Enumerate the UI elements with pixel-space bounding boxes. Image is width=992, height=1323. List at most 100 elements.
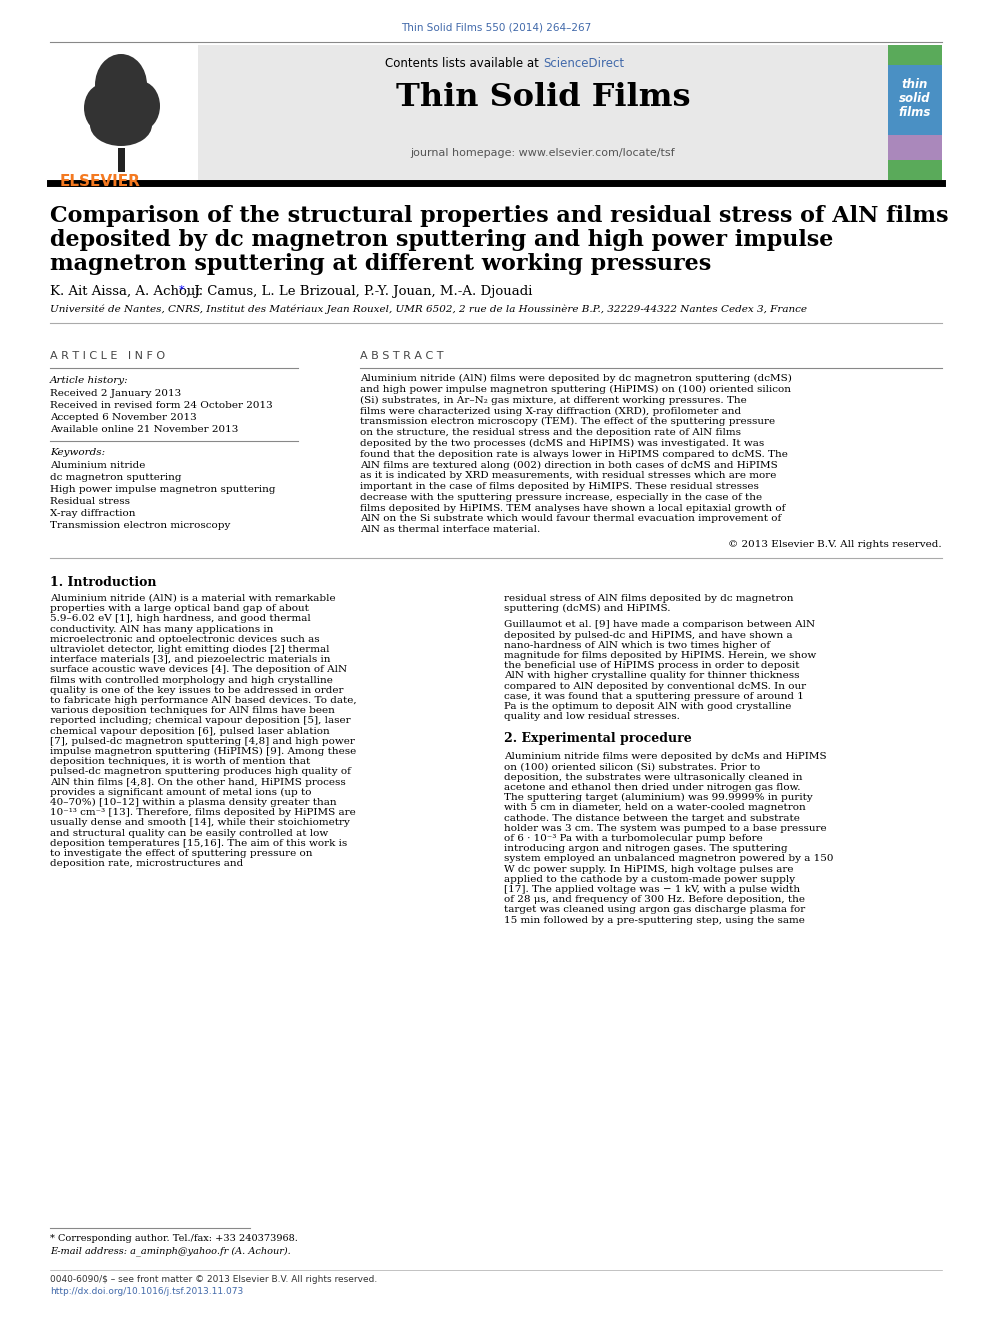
Text: Aluminium nitride (AlN) films were deposited by dc magnetron sputtering (dcMS): Aluminium nitride (AlN) films were depos…: [360, 374, 792, 384]
Text: various deposition techniques for AlN films have been: various deposition techniques for AlN fi…: [50, 706, 335, 716]
Text: cathode. The distance between the target and substrate: cathode. The distance between the target…: [504, 814, 800, 823]
Text: Residual stress: Residual stress: [50, 497, 130, 505]
Text: AlN on the Si substrate which would favour thermal evacuation improvement of: AlN on the Si substrate which would favo…: [360, 515, 782, 524]
Text: microelectronic and optoelectronic devices such as: microelectronic and optoelectronic devic…: [50, 635, 319, 644]
Text: Aluminium nitride (AlN) is a material with remarkable: Aluminium nitride (AlN) is a material wi…: [50, 594, 335, 603]
Text: the beneficial use of HiPIMS process in order to deposit: the beneficial use of HiPIMS process in …: [504, 662, 800, 671]
Text: and high power impulse magnetron sputtering (HiPIMS) on (100) oriented silicon: and high power impulse magnetron sputter…: [360, 385, 791, 394]
Text: to investigate the effect of sputtering pressure on: to investigate the effect of sputtering …: [50, 849, 312, 859]
Text: Received in revised form 24 October 2013: Received in revised form 24 October 2013: [50, 401, 273, 410]
Text: 15 min followed by a pre-sputtering step, using the same: 15 min followed by a pre-sputtering step…: [504, 916, 805, 925]
Text: A R T I C L E   I N F O: A R T I C L E I N F O: [50, 351, 165, 361]
Text: deposition rate, microstructures and: deposition rate, microstructures and: [50, 859, 243, 868]
Text: important in the case of films deposited by HiMIPS. These residual stresses: important in the case of films deposited…: [360, 482, 759, 491]
Text: deposition techniques, it is worth of mention that: deposition techniques, it is worth of me…: [50, 757, 310, 766]
Text: conductivity. AlN has many applications in: conductivity. AlN has many applications …: [50, 624, 274, 634]
Text: deposited by the two processes (dcMS and HiPIMS) was investigated. It was: deposited by the two processes (dcMS and…: [360, 439, 764, 448]
Text: X-ray diffraction: X-ray diffraction: [50, 509, 136, 519]
Text: chemical vapour deposition [6], pulsed laser ablation: chemical vapour deposition [6], pulsed l…: [50, 726, 329, 736]
Text: Article history:: Article history:: [50, 376, 129, 385]
Text: nano-hardness of AlN which is two times higher of: nano-hardness of AlN which is two times …: [504, 640, 770, 650]
Text: deposition, the substrates were ultrasonically cleaned in: deposition, the substrates were ultrason…: [504, 773, 803, 782]
Text: usually dense and smooth [14], while their stoichiometry: usually dense and smooth [14], while the…: [50, 819, 350, 827]
Text: and structural quality can be easily controlled at low: and structural quality can be easily con…: [50, 828, 328, 837]
Text: decrease with the sputtering pressure increase, especially in the case of the: decrease with the sputtering pressure in…: [360, 492, 762, 501]
Text: compared to AlN deposited by conventional dcMS. In our: compared to AlN deposited by conventiona…: [504, 681, 806, 691]
Text: AlN films are textured along (002) direction in both cases of dcMS and HiPIMS: AlN films are textured along (002) direc…: [360, 460, 778, 470]
Text: *: *: [180, 284, 185, 295]
Text: © 2013 Elsevier B.V. All rights reserved.: © 2013 Elsevier B.V. All rights reserved…: [728, 540, 942, 549]
Text: [7], pulsed-dc magnetron sputtering [4,8] and high power: [7], pulsed-dc magnetron sputtering [4,8…: [50, 737, 355, 746]
Ellipse shape: [95, 54, 147, 116]
Text: reported including; chemical vapour deposition [5], laser: reported including; chemical vapour depo…: [50, 716, 350, 725]
Text: AlN thin films [4,8]. On the other hand, HiPIMS process: AlN thin films [4,8]. On the other hand,…: [50, 778, 346, 787]
Text: magnetron sputtering at different working pressures: magnetron sputtering at different workin…: [50, 253, 711, 275]
Text: ScienceDirect: ScienceDirect: [543, 57, 624, 70]
Text: quality and low residual stresses.: quality and low residual stresses.: [504, 712, 680, 721]
Text: acetone and ethanol then dried under nitrogen gas flow.: acetone and ethanol then dried under nit…: [504, 783, 801, 792]
Text: 5.9–6.02 eV [1], high hardness, and good thermal: 5.9–6.02 eV [1], high hardness, and good…: [50, 614, 310, 623]
Text: Thin Solid Films: Thin Solid Films: [396, 82, 690, 112]
Text: , J. Camus, L. Le Brizoual, P.-Y. Jouan, M.-A. Djouadi: , J. Camus, L. Le Brizoual, P.-Y. Jouan,…: [186, 284, 533, 298]
Text: transmission electron microscopy (TEM). The effect of the sputtering pressure: transmission electron microscopy (TEM). …: [360, 417, 775, 426]
Text: surface acoustic wave devices [4]. The deposition of AlN: surface acoustic wave devices [4]. The d…: [50, 665, 347, 675]
Text: on the structure, the residual stress and the deposition rate of AlN films: on the structure, the residual stress an…: [360, 429, 741, 437]
Text: found that the deposition rate is always lower in HiPIMS compared to dcMS. The: found that the deposition rate is always…: [360, 450, 788, 459]
Text: magnitude for films deposited by HiPIMS. Herein, we show: magnitude for films deposited by HiPIMS.…: [504, 651, 816, 660]
Text: Transmission electron microscopy: Transmission electron microscopy: [50, 521, 230, 531]
Text: AlN with higher crystalline quality for thinner thickness: AlN with higher crystalline quality for …: [504, 671, 800, 680]
Bar: [118, 148, 125, 172]
Text: of 6 · 10⁻³ Pa with a turbomolecular pump before: of 6 · 10⁻³ Pa with a turbomolecular pum…: [504, 833, 763, 843]
Text: as it is indicated by XRD measurements, with residual stresses which are more: as it is indicated by XRD measurements, …: [360, 471, 777, 480]
Text: Guillaumot et al. [9] have made a comparison between AlN: Guillaumot et al. [9] have made a compar…: [504, 620, 815, 630]
Text: Thin Solid Films 550 (2014) 264–267: Thin Solid Films 550 (2014) 264–267: [401, 22, 591, 32]
Text: Accepted 6 November 2013: Accepted 6 November 2013: [50, 413, 196, 422]
Text: A B S T R A C T: A B S T R A C T: [360, 351, 443, 361]
Text: case, it was found that a sputtering pressure of around 1: case, it was found that a sputtering pre…: [504, 692, 804, 701]
Text: introducing argon and nitrogen gases. The sputtering: introducing argon and nitrogen gases. Th…: [504, 844, 788, 853]
Ellipse shape: [120, 81, 160, 131]
Text: 0040-6090/$ – see front matter © 2013 Elsevier B.V. All rights reserved.: 0040-6090/$ – see front matter © 2013 El…: [50, 1275, 377, 1285]
Bar: [50, 45, 198, 180]
Text: [17]. The applied voltage was − 1 kV, with a pulse width: [17]. The applied voltage was − 1 kV, wi…: [504, 885, 801, 894]
Text: deposited by pulsed-dc and HiPIMS, and have shown a: deposited by pulsed-dc and HiPIMS, and h…: [504, 631, 793, 639]
Ellipse shape: [90, 105, 152, 146]
Text: dc magnetron sputtering: dc magnetron sputtering: [50, 474, 182, 482]
Bar: [888, 65, 942, 135]
Text: provides a significant amount of metal ions (up to: provides a significant amount of metal i…: [50, 787, 311, 796]
Text: films deposited by HiPIMS. TEM analyses have shown a local epitaxial growth of: films deposited by HiPIMS. TEM analyses …: [360, 504, 786, 512]
Text: impulse magnetron sputtering (HiPIMS) [9]. Among these: impulse magnetron sputtering (HiPIMS) [9…: [50, 747, 356, 757]
Text: to fabricate high performance AlN based devices. To date,: to fabricate high performance AlN based …: [50, 696, 357, 705]
Bar: [888, 160, 942, 180]
Text: Université de Nantes, CNRS, Institut des Matériaux Jean Rouxel, UMR 6502, 2 rue : Université de Nantes, CNRS, Institut des…: [50, 306, 807, 315]
Text: deposition temperatures [15,16]. The aim of this work is: deposition temperatures [15,16]. The aim…: [50, 839, 347, 848]
Text: http://dx.doi.org/10.1016/j.tsf.2013.11.073: http://dx.doi.org/10.1016/j.tsf.2013.11.…: [50, 1287, 243, 1297]
Text: Received 2 January 2013: Received 2 January 2013: [50, 389, 182, 398]
Text: holder was 3 cm. The system was pumped to a base pressure: holder was 3 cm. The system was pumped t…: [504, 824, 826, 832]
Text: Contents lists available at: Contents lists available at: [385, 57, 543, 70]
Text: applied to the cathode by a custom-made power supply: applied to the cathode by a custom-made …: [504, 875, 796, 884]
Text: Comparison of the structural properties and residual stress of AlN films: Comparison of the structural properties …: [50, 205, 948, 228]
Text: thin
solid
films: thin solid films: [899, 78, 931, 119]
Text: quality is one of the key issues to be addressed in order: quality is one of the key issues to be a…: [50, 685, 343, 695]
Text: films were characterized using X-ray diffraction (XRD), profilometer and: films were characterized using X-ray dif…: [360, 406, 741, 415]
Text: with 5 cm in diameter, held on a water-cooled magnetron: with 5 cm in diameter, held on a water-c…: [504, 803, 806, 812]
Text: * Corresponding author. Tel./fax: +33 240373968.: * Corresponding author. Tel./fax: +33 24…: [50, 1234, 298, 1244]
Text: K. Ait Aissa, A. Achour: K. Ait Aissa, A. Achour: [50, 284, 206, 298]
Text: residual stress of AlN films deposited by dc magnetron: residual stress of AlN films deposited b…: [504, 594, 794, 603]
Bar: [888, 45, 942, 65]
Text: Keywords:: Keywords:: [50, 448, 105, 456]
Text: Pa is the optimum to deposit AlN with good crystalline: Pa is the optimum to deposit AlN with go…: [504, 703, 792, 710]
Text: Aluminium nitride: Aluminium nitride: [50, 460, 146, 470]
Ellipse shape: [98, 78, 144, 132]
Text: sputtering (dcMS) and HiPIMS.: sputtering (dcMS) and HiPIMS.: [504, 605, 671, 614]
Text: 1. Introduction: 1. Introduction: [50, 576, 157, 589]
Text: 40–70%) [10–12] within a plasma density greater than: 40–70%) [10–12] within a plasma density …: [50, 798, 336, 807]
Text: The sputtering target (aluminium) was 99.9999% in purity: The sputtering target (aluminium) was 99…: [504, 794, 812, 802]
Text: journal homepage: www.elsevier.com/locate/tsf: journal homepage: www.elsevier.com/locat…: [411, 148, 676, 157]
Bar: [198, 45, 888, 180]
Text: 10⁻¹³ cm⁻³ [13]. Therefore, films deposited by HiPIMS are: 10⁻¹³ cm⁻³ [13]. Therefore, films deposi…: [50, 808, 356, 818]
Text: W dc power supply. In HiPIMS, high voltage pulses are: W dc power supply. In HiPIMS, high volta…: [504, 865, 794, 873]
Text: pulsed-dc magnetron sputtering produces high quality of: pulsed-dc magnetron sputtering produces …: [50, 767, 351, 777]
Text: properties with a large optical band gap of about: properties with a large optical band gap…: [50, 605, 309, 613]
